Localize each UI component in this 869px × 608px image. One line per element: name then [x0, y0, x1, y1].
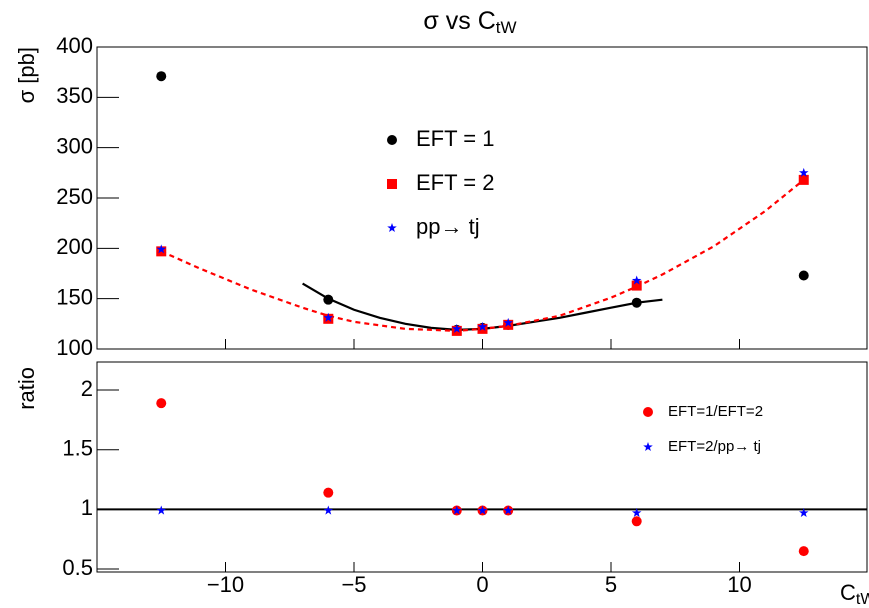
x-label-main: C — [840, 580, 856, 605]
legend-marker — [387, 223, 397, 233]
point — [452, 323, 462, 333]
legend-label: EFT = 1 — [416, 126, 494, 151]
plot-frame — [96, 361, 868, 573]
point — [631, 297, 642, 308]
point — [156, 246, 167, 257]
title-sub: tW — [496, 18, 517, 37]
point — [798, 546, 809, 557]
point — [323, 294, 334, 305]
legend-label: EFT=2/pp→ tj — [668, 438, 761, 455]
y-tick-label: 1 — [81, 495, 93, 520]
x-axis-label: CtW — [840, 580, 869, 608]
point — [323, 312, 334, 322]
point — [451, 325, 462, 336]
legend-label: EFT = 2 — [416, 170, 494, 195]
point — [631, 507, 642, 517]
legend-marker — [643, 442, 653, 452]
x-tick-label: 5 — [605, 572, 617, 597]
y-tick-label: 2 — [81, 376, 93, 401]
y-tick-label: 100 — [56, 335, 93, 360]
x-tick-label: 0 — [476, 572, 488, 597]
legend-marker — [643, 407, 653, 417]
point — [798, 174, 809, 185]
point — [631, 516, 642, 527]
legend-marker — [387, 135, 397, 145]
x-tick-label: −10 — [207, 572, 244, 597]
title-main: σ vs C — [423, 7, 495, 35]
point — [156, 71, 167, 82]
legend-marker — [387, 179, 397, 189]
y-tick-label: 0.5 — [62, 555, 93, 580]
point — [631, 280, 642, 291]
y-axis-label: σ [pb] — [14, 47, 39, 103]
point — [477, 323, 488, 334]
x-label-sub: tW — [856, 591, 869, 608]
point — [798, 507, 809, 517]
y-tick-label: 400 — [56, 33, 93, 58]
point — [156, 505, 167, 515]
point — [798, 270, 809, 281]
point — [156, 398, 167, 409]
fit-curve — [160, 179, 805, 332]
point — [503, 317, 513, 327]
point — [631, 275, 642, 285]
y-tick-label: 150 — [56, 284, 93, 309]
point — [477, 321, 488, 331]
chart-title: σ vs CtW — [423, 7, 516, 38]
x-tick-label: −5 — [341, 572, 366, 597]
point — [477, 505, 488, 515]
legend-label: EFT=1/EFT=2 — [668, 403, 763, 420]
point — [452, 505, 462, 515]
x-tick-label: 10 — [727, 572, 751, 597]
y-tick-label: 1.5 — [62, 436, 93, 461]
point — [503, 319, 514, 330]
legend-label: pp→ tj — [416, 214, 480, 239]
y-tick-label: 300 — [56, 133, 93, 158]
point — [156, 244, 167, 254]
y-axis-label: ratio — [14, 367, 39, 410]
y-tick-label: 250 — [56, 184, 93, 209]
point — [798, 167, 809, 177]
point — [503, 505, 513, 515]
plot-frame — [96, 46, 868, 350]
point — [323, 487, 334, 498]
point — [323, 505, 334, 515]
y-tick-label: 350 — [56, 83, 93, 108]
y-tick-label: 200 — [56, 234, 93, 259]
